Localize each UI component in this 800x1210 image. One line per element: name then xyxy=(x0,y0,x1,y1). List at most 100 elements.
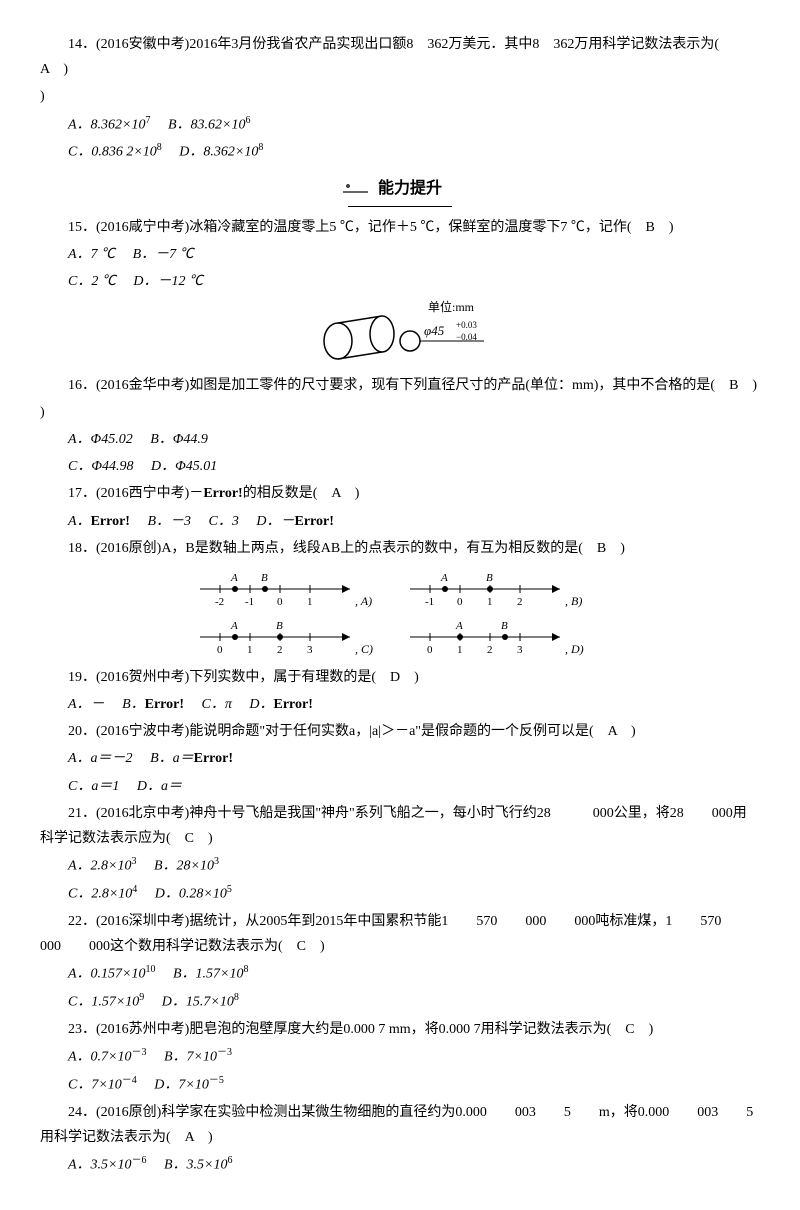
q14-c: C．0.836 2×10 xyxy=(68,145,157,160)
svg-text:A: A xyxy=(455,620,463,632)
q23-d: D．7×10 xyxy=(154,1078,209,1093)
svg-text:0: 0 xyxy=(277,596,283,608)
fig-phi: φ45 xyxy=(424,323,445,338)
q19-derr: Error! xyxy=(274,697,313,712)
q21-c: C．2.8×10 xyxy=(68,887,132,902)
q19-stem: 19．(2016贺州中考)下列实数中，属于有理数的是( D ) xyxy=(40,665,760,690)
svg-text:, B): , B) xyxy=(565,594,582,608)
svg-text:3: 3 xyxy=(307,644,313,656)
q19-b: B． xyxy=(122,697,145,712)
q19-c: C．π xyxy=(202,697,232,712)
q15-d: D．－12 ℃ xyxy=(133,274,203,289)
q14-a-exp: 7 xyxy=(146,115,151,126)
q23-stem: 23．(2016苏州中考)肥皂泡的泡壁厚度大约是0.000 7 mm，将0.00… xyxy=(40,1017,760,1042)
svg-text:-2: -2 xyxy=(215,596,224,608)
svg-text:0: 0 xyxy=(427,644,433,656)
q14-row1: A．8.362×107 B．83.62×106 xyxy=(40,112,760,138)
q20-stem: 20．(2016宁波中考)能说明命题"对于任何实数a，|a|＞－a"是假命题的一… xyxy=(40,719,760,744)
q16-d: D．Φ45.01 xyxy=(151,459,217,474)
svg-text:2: 2 xyxy=(517,596,523,608)
q21-b: B．28×10 xyxy=(154,859,214,874)
svg-text:, A): , A) xyxy=(355,594,372,608)
q24-be: 6 xyxy=(228,1155,233,1166)
fig-unit: 单位:mm xyxy=(428,299,475,314)
q23-be: －3 xyxy=(217,1047,232,1058)
q19-a: A．－ xyxy=(68,697,105,712)
q24-a: A．3.5×10 xyxy=(68,1158,132,1173)
q22-row1: A．0.157×1010 B．1.57×108 xyxy=(40,961,760,987)
q15-row2: C．2 ℃ D．－12 ℃ xyxy=(40,269,760,294)
q21-d: D．0.28×10 xyxy=(155,887,227,902)
q20-row1: A．a＝－2 B．a＝Error! xyxy=(40,746,760,771)
q17-t1: 17．(2016西宁中考)－ xyxy=(68,486,203,501)
svg-text:B: B xyxy=(486,572,493,584)
q18-figrow1: -2 -1 0 1 A B , A) -1 0 1 2 A B , B) xyxy=(40,569,760,609)
q22-ae: 10 xyxy=(146,964,156,975)
q21-row2: C．2.8×104 D．0.28×105 xyxy=(40,881,760,907)
q22-row2: C．1.57×109 D．15.7×108 xyxy=(40,989,760,1015)
q22-b: B．1.57×10 xyxy=(173,967,244,982)
svg-text:1: 1 xyxy=(487,596,493,608)
q14-b-exp: 6 xyxy=(246,115,251,126)
q24-b: B．3.5×10 xyxy=(164,1158,228,1173)
q18-stem: 18．(2016原创)A，B是数轴上两点，线段AB上的点表示的数中，有互为相反数… xyxy=(40,536,760,561)
q21-stem: 21．(2016北京中考)神舟十号飞船是我国"神舟"系列飞船之一，每小时飞行约2… xyxy=(40,801,760,851)
q15-c: C．2 ℃ xyxy=(68,274,116,289)
q22-be: 8 xyxy=(244,964,249,975)
q23-ae: －3 xyxy=(132,1047,147,1058)
q20-b: B．a＝ xyxy=(150,751,194,766)
q14-b: B．83.62×10 xyxy=(168,117,246,132)
svg-text:2: 2 xyxy=(487,644,493,656)
numberline-row1: -2 -1 0 1 A B , A) -1 0 1 2 A B , B) xyxy=(190,569,610,609)
numberline-row2: 0 1 2 3 A B , C) 0 1 2 3 A B , D) xyxy=(190,617,610,657)
q17-opts: A．Error! B．－3 C．3 D．－Error! xyxy=(40,509,760,534)
q17-derr: Error! xyxy=(294,514,333,529)
svg-text:-1: -1 xyxy=(425,596,434,608)
q16-b: B．Φ44.9 xyxy=(150,432,208,447)
q15-b: B．－7 ℃ xyxy=(133,247,194,262)
q23-row1: A．0.7×10－3 B．7×10－3 xyxy=(40,1044,760,1070)
q14-a: A．8.362×10 xyxy=(68,117,146,132)
q19-d: D． xyxy=(249,697,273,712)
q24-ae: －6 xyxy=(132,1155,147,1166)
svg-text:B: B xyxy=(276,620,283,632)
q19-berr: Error! xyxy=(145,697,184,712)
q17-stem: 17．(2016西宁中考)－Error!的相反数是( A ) xyxy=(40,481,760,506)
q24-stem: 24．(2016原创)科学家在实验中检测出某微生物细胞的直径约为0.000 00… xyxy=(40,1100,760,1150)
q14-stem: 14．(2016安徽中考)2016年3月份我省农产品实现出口额8 362万美元．… xyxy=(40,32,760,82)
q16-row1: A．Φ45.02 B．Φ44.9 xyxy=(40,427,760,452)
q16-c: C．Φ44.98 xyxy=(68,459,134,474)
q21-de: 5 xyxy=(227,884,232,895)
q23-c: C．7×10 xyxy=(68,1078,122,1093)
q23-a: A．0.7×10 xyxy=(68,1050,132,1065)
fig-upper: +0.03 xyxy=(456,320,477,330)
q22-de: 8 xyxy=(234,992,239,1003)
q21-be: 3 xyxy=(214,856,219,867)
q14-d: D．8.362×10 xyxy=(179,145,258,160)
svg-text:A: A xyxy=(440,572,448,584)
q16-a: A．Φ45.02 xyxy=(68,432,133,447)
q17-err: Error! xyxy=(203,486,242,501)
tolerance-figure: 单位:mm φ45 +0.03 −0.04 xyxy=(310,299,490,369)
svg-text:B: B xyxy=(261,572,268,584)
q24-row1: A．3.5×10－6 B．3.5×106 xyxy=(40,1152,760,1178)
svg-text:0: 0 xyxy=(457,596,463,608)
svg-text:3: 3 xyxy=(517,644,523,656)
q23-de: －5 xyxy=(209,1075,224,1086)
q22-ce: 9 xyxy=(139,992,144,1003)
q20-row2: C．a＝1 D．a＝ xyxy=(40,774,760,799)
q17-b: B．－3 xyxy=(147,514,191,529)
ability-banner: 能力提升 xyxy=(348,173,452,207)
svg-text:1: 1 xyxy=(307,596,313,608)
q20-c: C．a＝1 xyxy=(68,779,119,794)
q21-row1: A．2.8×103 B．28×103 xyxy=(40,853,760,879)
q14-row2: C．0.836 2×108 D．8.362×108 xyxy=(40,139,760,165)
q17-c: C．3 xyxy=(209,514,239,529)
q15-stem: 15．(2016咸宁中考)冰箱冷藏室的温度零上5 ℃，记作＋5 ℃，保鲜室的温度… xyxy=(40,215,760,240)
q21-a: A．2.8×10 xyxy=(68,859,132,874)
q23-b: B．7×10 xyxy=(164,1050,217,1065)
q23-ce: －4 xyxy=(122,1075,137,1086)
q20-berr: Error! xyxy=(194,751,233,766)
svg-text:B: B xyxy=(501,620,508,632)
svg-text:0: 0 xyxy=(217,644,223,656)
